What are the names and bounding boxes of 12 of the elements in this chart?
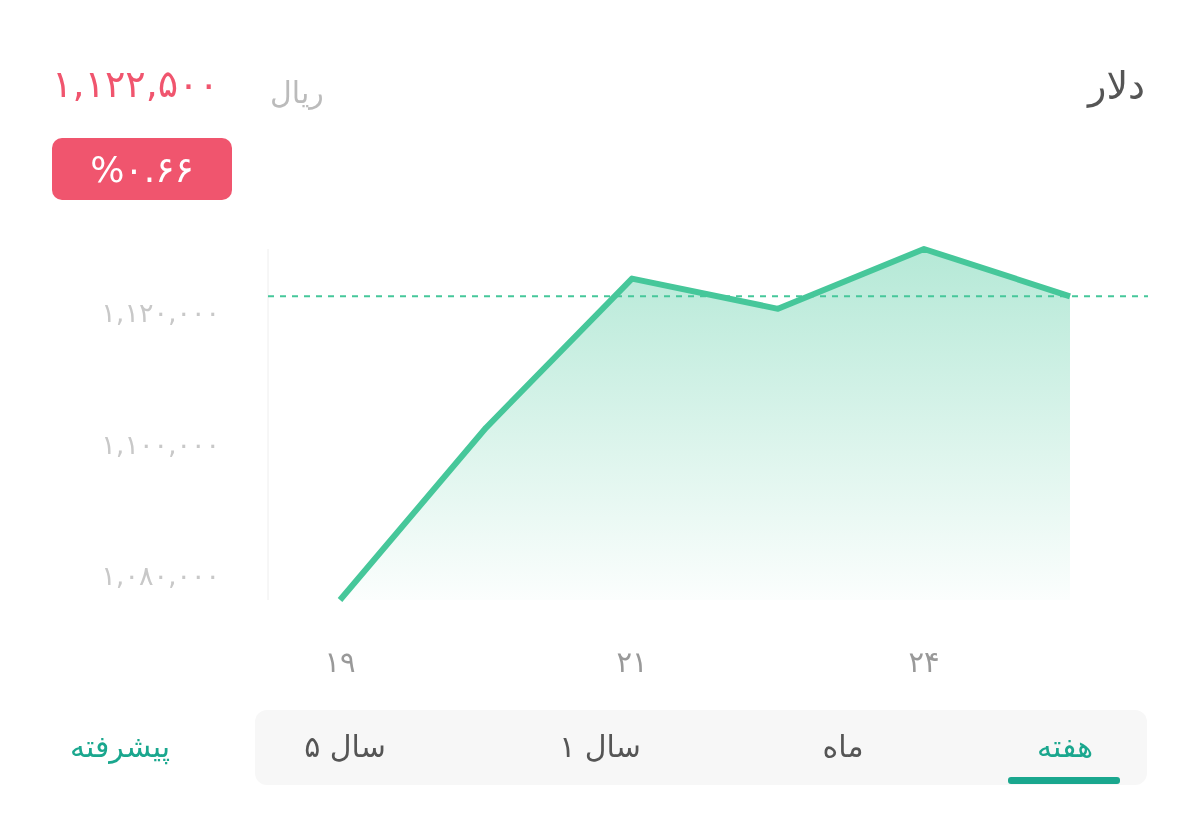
x-tick-label: ۱۹ bbox=[324, 645, 356, 679]
text: پیشرفته bbox=[69, 728, 171, 765]
text: ۱ سال bbox=[559, 728, 641, 764]
text: ۵ سال bbox=[304, 728, 386, 764]
chart-subtitle: ۱,۱۲۲,۵۰۰ bbox=[52, 62, 220, 106]
text: هفته bbox=[1036, 728, 1094, 764]
text: %۰.۶۶ bbox=[90, 148, 194, 190]
text: ریال bbox=[270, 74, 324, 110]
x-tick-label: ۲۱ bbox=[616, 645, 648, 679]
text: ماه bbox=[822, 728, 864, 764]
chart-title: دلار bbox=[1086, 64, 1145, 108]
x-tick-label: ۲۴ bbox=[908, 645, 940, 679]
